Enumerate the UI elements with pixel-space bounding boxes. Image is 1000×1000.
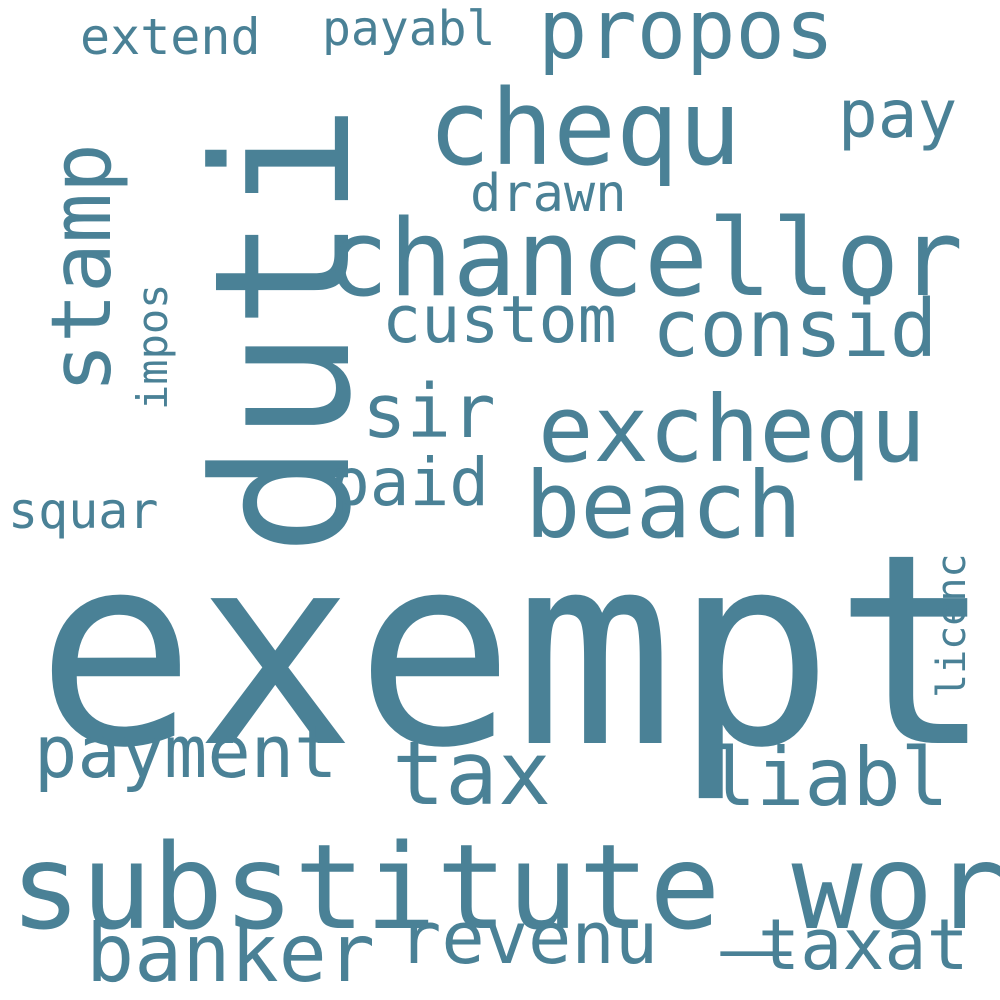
word-chancellor: chancellor xyxy=(325,197,964,320)
word-squar: squar xyxy=(8,482,159,540)
word-beach: beach xyxy=(525,452,802,559)
word-banker: banker xyxy=(86,907,375,1000)
word-chequ: chequ xyxy=(428,67,742,189)
word-liabl: liabl xyxy=(708,731,949,824)
word-exchequ: exchequ xyxy=(538,376,926,483)
word-tax: tax xyxy=(392,722,551,825)
word-extend: extend xyxy=(80,8,261,66)
word-stamp: stamp xyxy=(33,143,130,393)
word-consid: consid xyxy=(652,283,938,375)
word-revenu: revenu xyxy=(398,896,659,980)
word-paid: paid xyxy=(330,444,489,521)
word-payment: payment xyxy=(34,710,338,794)
word-propos: propos xyxy=(538,0,835,78)
word-drawn: drawn xyxy=(470,164,627,224)
word-exempt: exempt xyxy=(36,498,994,806)
word-payabl: payabl xyxy=(322,1,496,57)
word-substitute-word: substitute_word xyxy=(10,818,1000,956)
word-custom: custom xyxy=(382,283,617,358)
word-pay: pay xyxy=(838,76,958,153)
word-sir: sir xyxy=(362,369,496,455)
word-licenc: licenc xyxy=(929,553,975,699)
word-taxat: taxat xyxy=(758,904,969,986)
word-impos: impos xyxy=(128,283,177,410)
